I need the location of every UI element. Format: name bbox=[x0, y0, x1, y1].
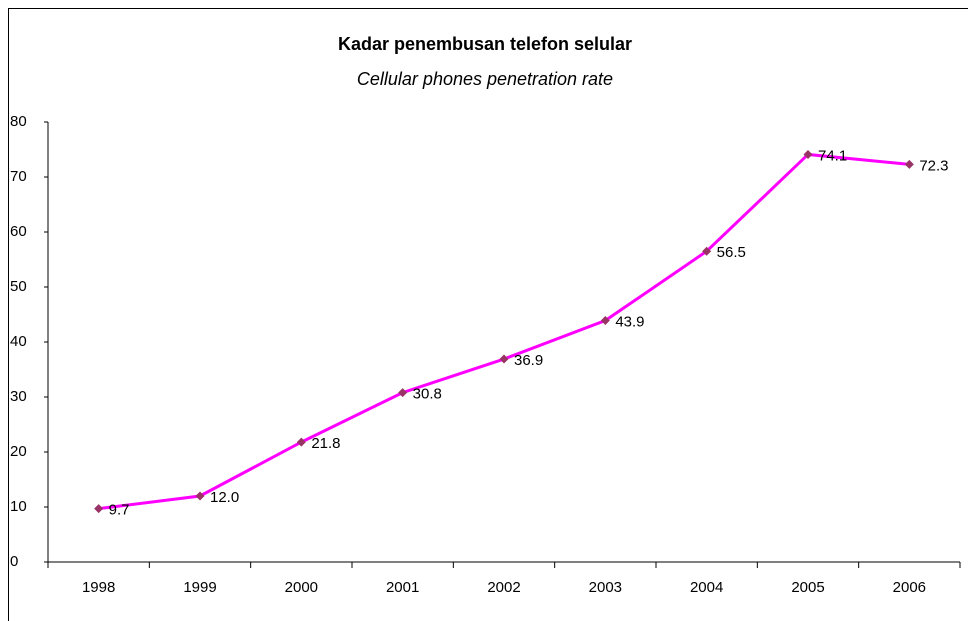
data-point bbox=[600, 316, 610, 326]
y-tick-label: 60 bbox=[10, 223, 27, 240]
y-tick-label: 40 bbox=[10, 333, 27, 350]
y-tick-label: 0 bbox=[10, 553, 18, 570]
chart-subtitle: Cellular phones penetration rate bbox=[357, 69, 613, 89]
data-label: 56.5 bbox=[717, 244, 746, 261]
data-label: 30.8 bbox=[413, 386, 442, 403]
data-point bbox=[803, 149, 813, 159]
chart-title: Kadar penembusan telefon selular bbox=[338, 34, 632, 54]
x-tick-label: 2002 bbox=[487, 579, 520, 596]
data-label: 74.1 bbox=[818, 147, 847, 164]
data-point bbox=[904, 159, 914, 169]
x-tick-label: 2001 bbox=[386, 579, 419, 596]
y-tick-label: 80 bbox=[10, 113, 27, 130]
chart-frame bbox=[8, 8, 968, 621]
x-tick-label: 1998 bbox=[82, 579, 115, 596]
data-label: 9.7 bbox=[109, 502, 130, 519]
data-point bbox=[195, 491, 205, 501]
data-point bbox=[702, 246, 712, 256]
data-label: 12.0 bbox=[210, 489, 239, 506]
x-tick-label: 2003 bbox=[589, 579, 622, 596]
data-point bbox=[398, 388, 408, 398]
y-tick-label: 20 bbox=[10, 443, 27, 460]
x-tick-label: 2005 bbox=[791, 579, 824, 596]
x-tick-label: 2004 bbox=[690, 579, 723, 596]
x-tick-label: 2000 bbox=[285, 579, 318, 596]
data-label: 36.9 bbox=[514, 352, 543, 369]
data-point bbox=[94, 504, 104, 514]
data-label: 72.3 bbox=[919, 157, 948, 174]
x-tick-label: 1999 bbox=[183, 579, 216, 596]
y-tick-label: 30 bbox=[10, 388, 27, 405]
data-label: 43.9 bbox=[615, 314, 644, 331]
data-point bbox=[296, 437, 306, 447]
data-point bbox=[499, 354, 509, 364]
y-tick-label: 70 bbox=[10, 168, 27, 185]
data-label: 21.8 bbox=[311, 435, 340, 452]
y-tick-label: 10 bbox=[10, 498, 27, 515]
y-tick-label: 50 bbox=[10, 278, 27, 295]
x-tick-label: 2006 bbox=[893, 579, 926, 596]
